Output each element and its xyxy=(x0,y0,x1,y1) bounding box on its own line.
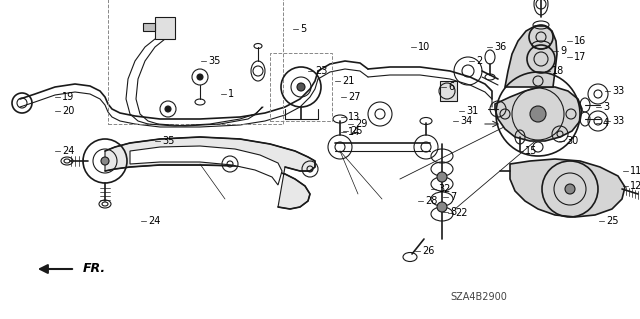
Text: 13: 13 xyxy=(348,112,360,122)
Polygon shape xyxy=(130,146,282,185)
Text: 18: 18 xyxy=(552,66,564,76)
Text: 30: 30 xyxy=(566,136,579,146)
Text: 22: 22 xyxy=(455,208,467,218)
Text: 32: 32 xyxy=(438,184,451,194)
Circle shape xyxy=(437,202,447,212)
Text: 35: 35 xyxy=(162,136,174,146)
Text: 28: 28 xyxy=(425,196,437,206)
Text: 26: 26 xyxy=(422,246,435,256)
Text: 9: 9 xyxy=(560,46,566,56)
Polygon shape xyxy=(495,87,582,141)
Text: 35: 35 xyxy=(208,56,220,66)
Text: 24: 24 xyxy=(148,216,161,226)
Text: 29: 29 xyxy=(355,119,367,129)
Text: 2: 2 xyxy=(476,56,483,66)
Text: 14: 14 xyxy=(348,127,360,137)
Text: SZA4B2900: SZA4B2900 xyxy=(450,292,507,302)
Text: 8: 8 xyxy=(450,207,456,217)
Text: 33: 33 xyxy=(612,86,624,96)
Bar xyxy=(270,53,332,121)
Text: 25: 25 xyxy=(350,126,362,136)
Circle shape xyxy=(297,83,305,91)
Circle shape xyxy=(437,172,447,182)
Text: 6: 6 xyxy=(448,82,454,92)
Text: 31: 31 xyxy=(466,106,478,116)
Polygon shape xyxy=(510,159,625,217)
Text: 23: 23 xyxy=(315,66,328,76)
Text: 33: 33 xyxy=(612,116,624,126)
Text: 11: 11 xyxy=(630,166,640,176)
Text: 24: 24 xyxy=(62,146,74,156)
Circle shape xyxy=(565,184,575,194)
Bar xyxy=(108,0,283,124)
Circle shape xyxy=(165,106,171,112)
Circle shape xyxy=(530,106,546,122)
Polygon shape xyxy=(105,137,315,209)
Polygon shape xyxy=(505,26,557,87)
Text: 20: 20 xyxy=(62,106,74,116)
Text: 10: 10 xyxy=(418,42,430,52)
Text: 4: 4 xyxy=(603,118,609,128)
Text: 15: 15 xyxy=(525,146,538,156)
Text: 3: 3 xyxy=(603,102,609,112)
Text: 7: 7 xyxy=(450,192,456,202)
Text: 19: 19 xyxy=(62,92,74,102)
Circle shape xyxy=(101,157,109,165)
Text: 1: 1 xyxy=(228,89,234,99)
Text: 5: 5 xyxy=(300,24,307,34)
Circle shape xyxy=(197,74,203,80)
Text: 36: 36 xyxy=(494,42,506,52)
Text: FR.: FR. xyxy=(83,263,106,276)
Text: 25: 25 xyxy=(606,216,618,226)
Polygon shape xyxy=(155,17,175,39)
Polygon shape xyxy=(143,23,155,31)
Text: 34: 34 xyxy=(460,116,472,126)
Text: 27: 27 xyxy=(348,92,360,102)
Text: 21: 21 xyxy=(342,76,355,86)
Text: 17: 17 xyxy=(574,52,586,62)
Text: 12: 12 xyxy=(630,181,640,191)
Text: 16: 16 xyxy=(574,36,586,46)
Polygon shape xyxy=(440,81,457,101)
